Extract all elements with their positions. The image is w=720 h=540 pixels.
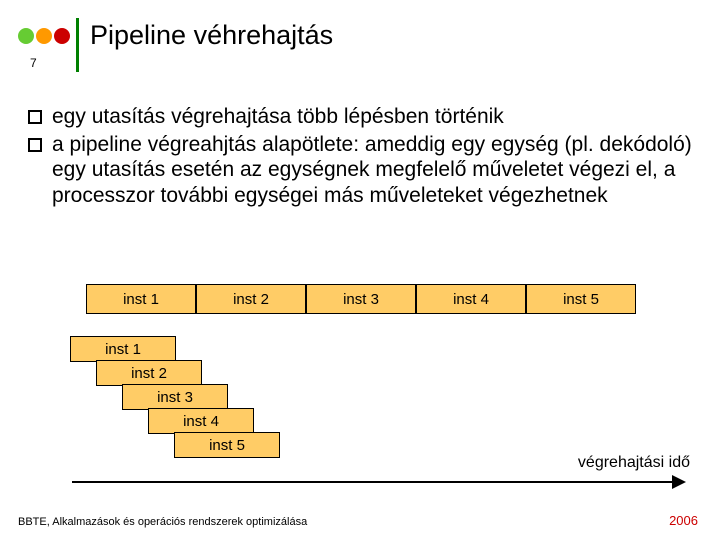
arrow-right-icon [672, 475, 686, 489]
list-item: a pipeline végreahjtás alapötlete: amedd… [28, 132, 698, 209]
axis-line [72, 481, 680, 483]
pipe-cell: inst 1 [70, 336, 176, 362]
dot-red [54, 28, 70, 44]
pipe-cell: inst 3 [122, 384, 228, 410]
page-number: 7 [30, 56, 37, 70]
dot-orange [36, 28, 52, 44]
seq-cell: inst 5 [526, 284, 636, 314]
seq-cell: inst 2 [196, 284, 306, 314]
footer-right: 2006 [669, 513, 698, 528]
seq-cell: inst 4 [416, 284, 526, 314]
dot-green [18, 28, 34, 44]
bullet-text: a pipeline végreahjtás alapötlete: amedd… [52, 132, 698, 209]
footer-left: BBTE, Alkalmazások és operációs rendszer… [18, 516, 307, 528]
slide: Pipeline véhrehajtás 7 egy utasítás végr… [0, 0, 720, 540]
brand-dots [18, 28, 70, 44]
axis-label: végrehajtási idő [578, 454, 690, 472]
bullet-list: egy utasítás végrehajtása több lépésben … [28, 104, 698, 210]
bullet-text: egy utasítás végrehajtása több lépésben … [52, 104, 504, 130]
pipe-cell: inst 2 [96, 360, 202, 386]
pipe-cell: inst 5 [174, 432, 280, 458]
seq-cell: inst 3 [306, 284, 416, 314]
bullet-marker-icon [28, 110, 42, 124]
seq-cell: inst 1 [86, 284, 196, 314]
list-item: egy utasítás végrehajtása több lépésben … [28, 104, 698, 130]
page-title: Pipeline véhrehajtás [90, 20, 333, 51]
pipe-cell: inst 4 [148, 408, 254, 434]
time-axis: végrehajtási idő [72, 472, 692, 492]
title-divider [76, 18, 79, 72]
bullet-marker-icon [28, 138, 42, 152]
